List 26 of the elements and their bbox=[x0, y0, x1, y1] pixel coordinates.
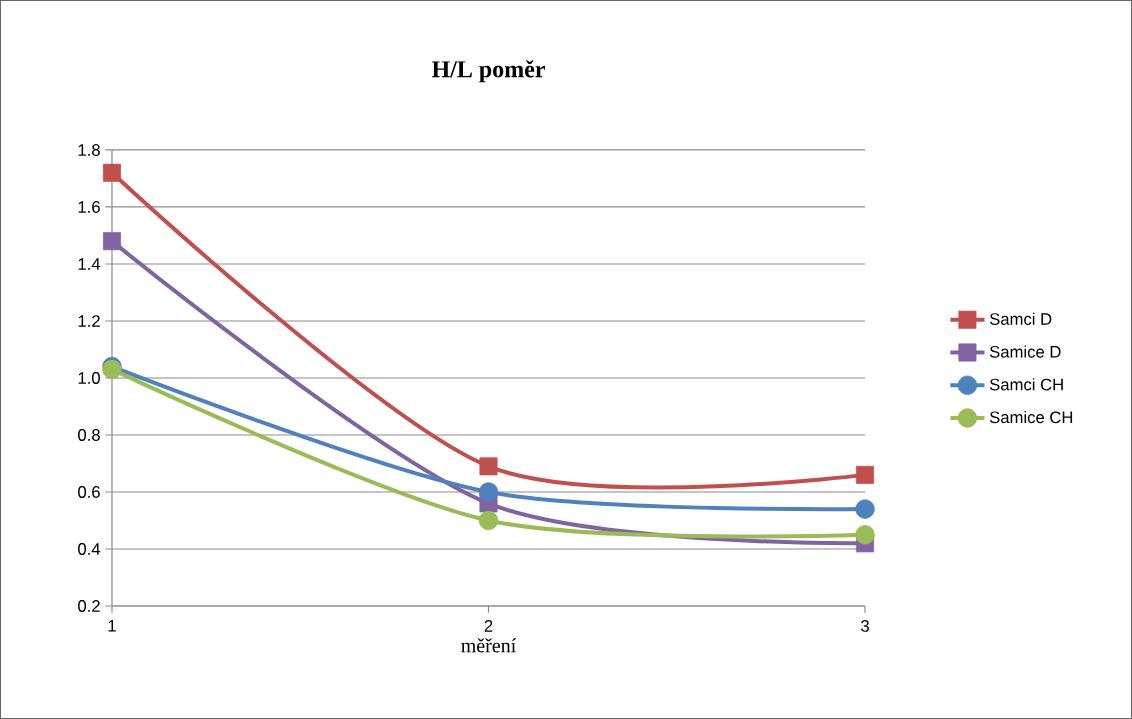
legend-label: Samice D bbox=[989, 345, 1061, 358]
x-tick-label: 2 bbox=[484, 620, 493, 632]
y-tick-label: 1.4 bbox=[78, 258, 101, 270]
point bbox=[102, 232, 121, 251]
y-tick-label: 1.6 bbox=[78, 201, 100, 213]
y-tick-label: 0.6 bbox=[78, 486, 100, 498]
x-tick-label: 3 bbox=[861, 620, 869, 632]
legend-label: Samci CH bbox=[989, 378, 1063, 391]
chart-title: H/L poměr bbox=[431, 60, 545, 83]
point bbox=[479, 457, 498, 476]
point bbox=[855, 525, 875, 545]
y-tick-label: 0.4 bbox=[78, 543, 101, 555]
point bbox=[102, 163, 121, 182]
point bbox=[856, 465, 875, 484]
y-tick-label: 1.2 bbox=[78, 315, 100, 327]
x-tick-label: 1 bbox=[108, 620, 116, 632]
y-tick-label: 1.8 bbox=[78, 144, 100, 156]
point bbox=[478, 510, 499, 531]
y-tick-label: 0.2 bbox=[78, 600, 100, 612]
point bbox=[478, 482, 499, 502]
y-tick-label: 0.8 bbox=[78, 429, 100, 441]
point bbox=[855, 499, 875, 519]
x-axis-title: měření bbox=[461, 638, 517, 653]
legend-label: Samci D bbox=[989, 312, 1052, 325]
y-tick-label: 1.0 bbox=[78, 372, 100, 384]
legend-label: Samice CH bbox=[989, 410, 1073, 424]
